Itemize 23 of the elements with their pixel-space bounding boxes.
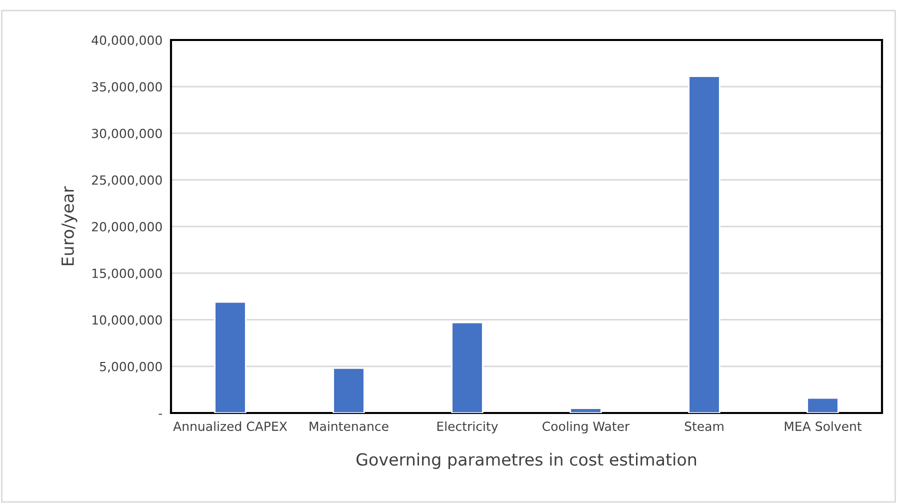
bar bbox=[806, 397, 839, 413]
bar bbox=[570, 408, 602, 413]
y-tick-label: 35,000,000 bbox=[92, 82, 162, 93]
y-tick-label: 10,000,000 bbox=[92, 315, 162, 326]
bar bbox=[688, 76, 720, 413]
bar bbox=[332, 368, 365, 413]
y-tick-label: 5,000,000 bbox=[100, 362, 162, 373]
y-tick-label: - bbox=[158, 414, 162, 415]
y-axis-title: Euro/year bbox=[62, 186, 78, 266]
x-tick-label: MEA Solvent bbox=[784, 421, 862, 432]
y-tick-label: 40,000,000 bbox=[92, 35, 162, 46]
x-tick-label: Cooling Water bbox=[542, 421, 630, 434]
x-tick-label: Electricity bbox=[437, 421, 498, 434]
x-axis-title: Governing parametres in cost estimation bbox=[356, 452, 696, 470]
y-tick-label: 15,000,000 bbox=[92, 268, 162, 280]
bar bbox=[451, 322, 484, 413]
x-tick-label: Maintenance bbox=[310, 421, 388, 432]
y-tick-label: 30,000,000 bbox=[92, 128, 162, 140]
bar bbox=[214, 301, 246, 413]
x-tick-label: Annualized CAPEX bbox=[173, 421, 288, 432]
y-tick-label: 20,000,000 bbox=[92, 222, 162, 233]
y-tick-label: 25,000,000 bbox=[92, 175, 162, 186]
x-tick-label: Steam bbox=[684, 422, 724, 432]
